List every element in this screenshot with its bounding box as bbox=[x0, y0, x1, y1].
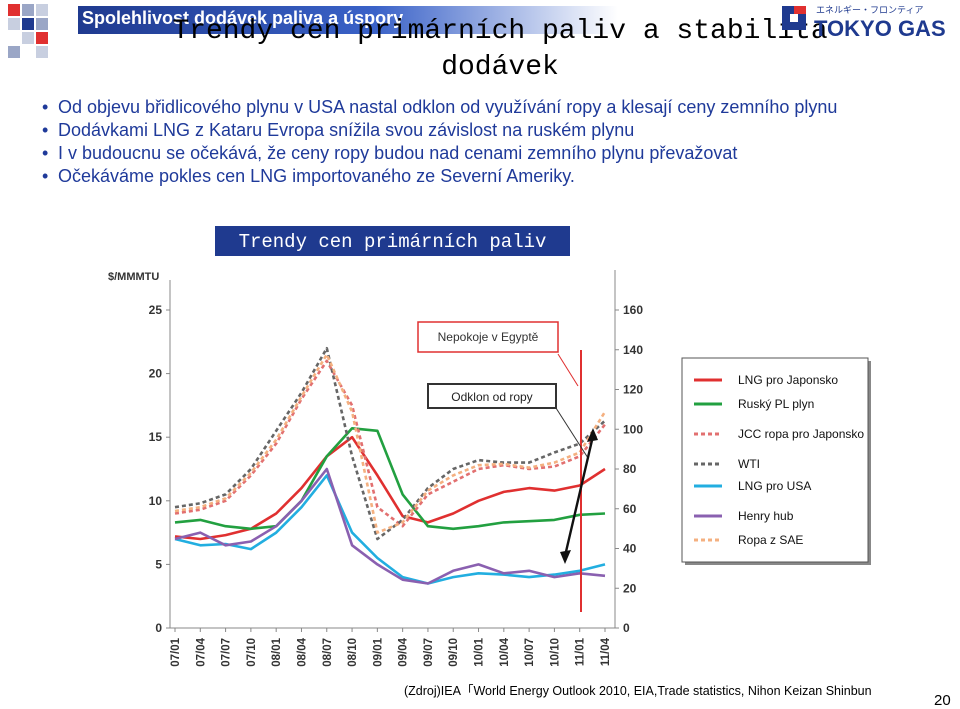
logo-kana: エネルギー・フロンティア bbox=[816, 5, 923, 16]
legend-label: Ruský PL plyn bbox=[738, 397, 814, 411]
x-tick-label: 11/01 bbox=[575, 637, 587, 666]
oil-shift-callout-box bbox=[427, 383, 557, 409]
x-tick-label: 10/01 bbox=[474, 637, 486, 666]
x-tick-label: 07/04 bbox=[195, 637, 207, 666]
right-tick-label: 140 bbox=[623, 343, 643, 357]
header-band bbox=[78, 6, 618, 34]
x-tick-label: 11/04 bbox=[600, 637, 612, 666]
oil-shift-pointer bbox=[555, 407, 589, 459]
x-tick-label: 07/01 bbox=[170, 637, 182, 666]
x-tick-label: 09/07 bbox=[423, 638, 435, 667]
x-tick-label: 08/10 bbox=[347, 638, 359, 667]
bullet-item: Od objevu břidlicového plynu v USA nasta… bbox=[42, 96, 922, 119]
series-line-wti bbox=[174, 346, 606, 541]
egypt-callout-box bbox=[417, 321, 559, 353]
header-subtitle: Spolehlivost dodávek paliva a úspory bbox=[82, 8, 404, 28]
left-tick-label: 10 bbox=[149, 494, 163, 508]
x-tick-label: 09/01 bbox=[372, 637, 384, 666]
source-note: (Zdroj)IEA「World Energy Outlook 2010, EI… bbox=[404, 684, 872, 698]
bullet-list: Od objevu břidlicového plynu v USA nasta… bbox=[42, 96, 922, 188]
bullet-item: Očekáváme pokles cen LNG importovaného z… bbox=[42, 165, 922, 188]
x-tick-label: 08/07 bbox=[322, 638, 334, 667]
x-tick-label: 10/04 bbox=[499, 637, 511, 666]
right-tick-label: 160 bbox=[623, 303, 643, 317]
x-tick-label: 07/07 bbox=[221, 638, 233, 667]
legend-label: Ropa z SAE bbox=[738, 533, 803, 547]
legend-label: WTI bbox=[738, 457, 760, 471]
x-tick-label: 08/01 bbox=[271, 637, 283, 666]
x-tick-label: 10/10 bbox=[549, 638, 561, 667]
chart-legend: LNG pro Japonsko Ruský PL plyn JCC ropa pr… bbox=[681, 357, 871, 565]
oil-shift-callout-label: Odklon od ropy bbox=[451, 390, 532, 404]
chart-annotations: Nepokoje v Egyptě Odklon od ropy bbox=[417, 321, 598, 612]
egypt-callout-label: Nepokoje v Egyptě bbox=[438, 330, 539, 344]
series-line-ru_pl bbox=[174, 427, 606, 531]
series-line-lng_usa bbox=[174, 474, 606, 585]
left-tick-label: 5 bbox=[155, 557, 162, 571]
left-tick-label: 0 bbox=[155, 621, 162, 635]
series-line-uae bbox=[174, 353, 607, 534]
left-tick-label: 20 bbox=[149, 367, 163, 381]
right-tick-label: 20 bbox=[623, 581, 637, 595]
legend-box bbox=[681, 357, 869, 563]
logo-text: TOKYO GAS bbox=[814, 16, 946, 41]
spread-arrow-head-bottom bbox=[560, 550, 571, 564]
x-tick-label: 09/04 bbox=[398, 637, 410, 666]
chart-lines bbox=[174, 346, 607, 585]
legend-label: LNG pro Japonsko bbox=[738, 373, 838, 387]
price-trend-chart: $/MMMTU 0 5 10 15 20 25 0 20 40 60 80 100 120 140 160 07… bbox=[108, 270, 871, 667]
tokyo-gas-logo: エネルギー・フロンティア TOKYO GAS bbox=[782, 5, 946, 41]
legend-label: JCC ropa pro Japonsko bbox=[738, 427, 864, 441]
x-tick-label: 07/10 bbox=[246, 638, 258, 667]
left-tick-label: 25 bbox=[149, 303, 163, 317]
x-tick-label: 09/10 bbox=[448, 638, 460, 667]
right-tick-label: 80 bbox=[623, 462, 637, 476]
bullet-item: Dodávkami LNG z Kataru Evropa snížila sv… bbox=[42, 119, 922, 142]
right-tick-label: 60 bbox=[623, 502, 637, 516]
series-line-henry_hub bbox=[174, 467, 606, 585]
decorative-squares bbox=[8, 4, 48, 58]
series-line-lng_japan bbox=[174, 435, 606, 541]
right-tick-label: 0 bbox=[623, 621, 630, 635]
left-tick-label: 15 bbox=[149, 430, 163, 444]
x-tick-label: 08/04 bbox=[296, 637, 308, 666]
spread-arrow-head-top bbox=[587, 428, 598, 442]
legend-label: LNG pro USA bbox=[738, 479, 811, 493]
right-tick-label: 40 bbox=[623, 542, 637, 556]
right-tick-label: 100 bbox=[623, 422, 643, 436]
y-axis-unit-label: $/MMMTU bbox=[108, 271, 159, 283]
bullet-item: I v budoucnu se očekává, že ceny ropy bu… bbox=[42, 142, 922, 165]
egypt-callout-pointer bbox=[557, 353, 579, 387]
legend-label: Henry hub bbox=[738, 509, 794, 523]
spread-arrow-shaft bbox=[563, 435, 595, 557]
right-tick-label: 120 bbox=[623, 383, 643, 397]
x-tick-label: 10/07 bbox=[524, 638, 536, 667]
page-title: Trendy cen primárních paliv a stabilita … bbox=[172, 16, 828, 83]
page-number: 20 bbox=[934, 692, 951, 709]
chart-axes: $/MMMTU 0 5 10 15 20 25 0 20 40 60 80 100 120 140 160 07… bbox=[108, 270, 643, 667]
chart-title: Trendy cen primárních paliv bbox=[215, 226, 570, 256]
